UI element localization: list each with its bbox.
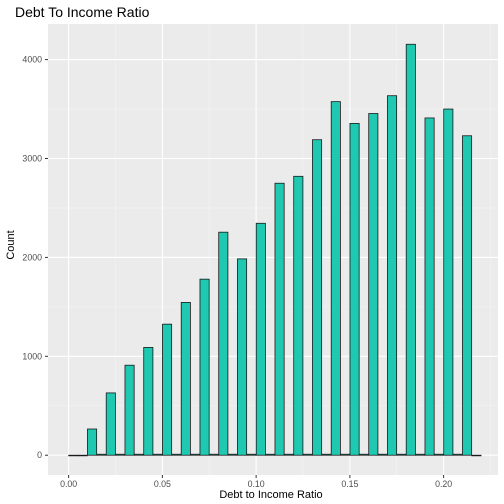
histogram-bar <box>77 454 88 457</box>
histogram-bar <box>96 453 107 456</box>
y-tick-label: 2000 <box>22 252 42 262</box>
plot-panel <box>48 24 498 475</box>
histogram-bar <box>283 453 294 456</box>
histogram-bars <box>68 43 482 457</box>
histogram-bar <box>321 453 332 456</box>
histogram-bar <box>152 453 163 456</box>
histogram-bar <box>349 122 360 456</box>
histogram-bar <box>265 453 276 456</box>
histogram-bar <box>162 323 173 456</box>
histogram-bar <box>424 117 435 456</box>
y-tick-label: 3000 <box>22 154 42 164</box>
histogram-bar <box>180 302 191 456</box>
histogram-bar <box>218 231 229 456</box>
histogram-bar <box>377 453 388 456</box>
histogram-bar <box>312 139 323 456</box>
x-axis-ticks: 0.00 0.05 0.10 0.15 0.20 <box>60 475 452 489</box>
y-axis-title: Count <box>5 230 17 259</box>
histogram-bar <box>387 95 398 456</box>
histogram-bar <box>246 453 257 456</box>
y-tick-label: 4000 <box>22 55 42 65</box>
histogram-bar <box>452 453 463 456</box>
x-tick-label: 0.10 <box>248 479 265 489</box>
histogram-bar <box>199 278 210 456</box>
histogram-bar <box>443 108 454 456</box>
histogram-bar <box>68 454 79 457</box>
histogram-bar <box>293 175 304 456</box>
y-axis-ticks: 0 1000 2000 3000 4000 <box>22 55 48 460</box>
x-tick-label: 0.20 <box>435 479 452 489</box>
histogram-bar <box>471 454 482 457</box>
histogram-bar <box>255 222 266 456</box>
histogram-bar <box>171 453 182 456</box>
y-tick-label: 0 <box>37 450 42 460</box>
y-tick-label: 1000 <box>22 351 42 361</box>
histogram-bar <box>415 453 426 456</box>
histogram-bar <box>330 101 341 456</box>
histogram-bar <box>368 113 379 456</box>
x-tick-label: 0.00 <box>60 479 77 489</box>
histogram-bar <box>405 43 416 456</box>
x-tick-label: 0.05 <box>154 479 171 489</box>
histogram-bar <box>105 392 116 456</box>
x-axis-title: Debt to Income Ratio <box>219 489 322 501</box>
histogram-bar <box>340 453 351 456</box>
histogram-bar <box>124 364 135 456</box>
histogram-bar <box>133 453 144 456</box>
histogram-bar <box>208 453 219 456</box>
histogram-bar <box>358 453 369 456</box>
chart-title: Debt To Income Ratio <box>15 4 150 20</box>
histogram-bar <box>115 453 126 456</box>
x-tick-label: 0.15 <box>341 479 358 489</box>
histogram-bar <box>87 428 98 456</box>
histogram-bar <box>143 347 154 456</box>
histogram-bar <box>302 453 313 456</box>
histogram-bar <box>433 453 444 456</box>
histogram-bar <box>227 453 238 456</box>
histogram-bar <box>190 453 201 456</box>
histogram-bar <box>462 135 473 456</box>
histogram-bar <box>237 258 248 456</box>
histogram-bar <box>274 182 285 456</box>
histogram-bar <box>396 453 407 456</box>
